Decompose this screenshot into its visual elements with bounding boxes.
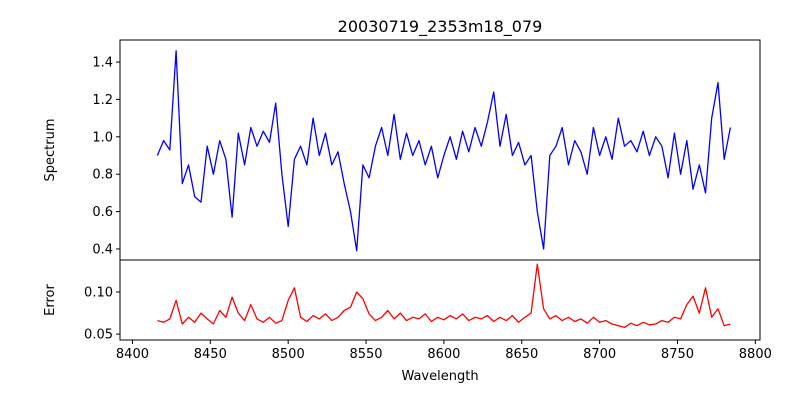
chart-title: 20030719_2353m18_079 <box>338 17 543 37</box>
spectrum-y-tick-label: 0.4 <box>92 242 113 257</box>
x-tick-label: 8750 <box>661 347 694 362</box>
spectrum-y-tick-label: 1.0 <box>92 130 113 145</box>
y-axis-label-spectrum: Spectrum <box>43 119 58 182</box>
x-axis-label: Wavelength <box>401 369 478 384</box>
x-tick-label: 8600 <box>427 347 460 362</box>
spectrum-y-tick-label: 1.4 <box>92 56 113 71</box>
x-tick-label: 8450 <box>194 347 227 362</box>
spectrum-y-tick-label: 0.8 <box>92 168 113 183</box>
x-tick-label: 8550 <box>349 347 382 362</box>
x-tick-label: 8400 <box>116 347 149 362</box>
spectrum-y-tick-label: 1.2 <box>92 93 113 108</box>
x-tick-label: 8800 <box>739 347 772 362</box>
error-axes-frame <box>119 259 761 341</box>
error-series-line <box>157 263 731 329</box>
error-y-tick-label: 0.05 <box>84 328 113 343</box>
spectrum-y-tick-label: 0.6 <box>92 205 113 220</box>
x-tick-label: 8500 <box>272 347 305 362</box>
y-axis-label-error: Error <box>43 284 58 316</box>
spectrum-series-line <box>156 50 732 252</box>
error-y-tick-label: 0.10 <box>84 286 113 301</box>
x-tick-label: 8700 <box>583 347 616 362</box>
x-tick-label: 8650 <box>505 347 538 362</box>
spectrum-axes-frame <box>119 39 761 261</box>
